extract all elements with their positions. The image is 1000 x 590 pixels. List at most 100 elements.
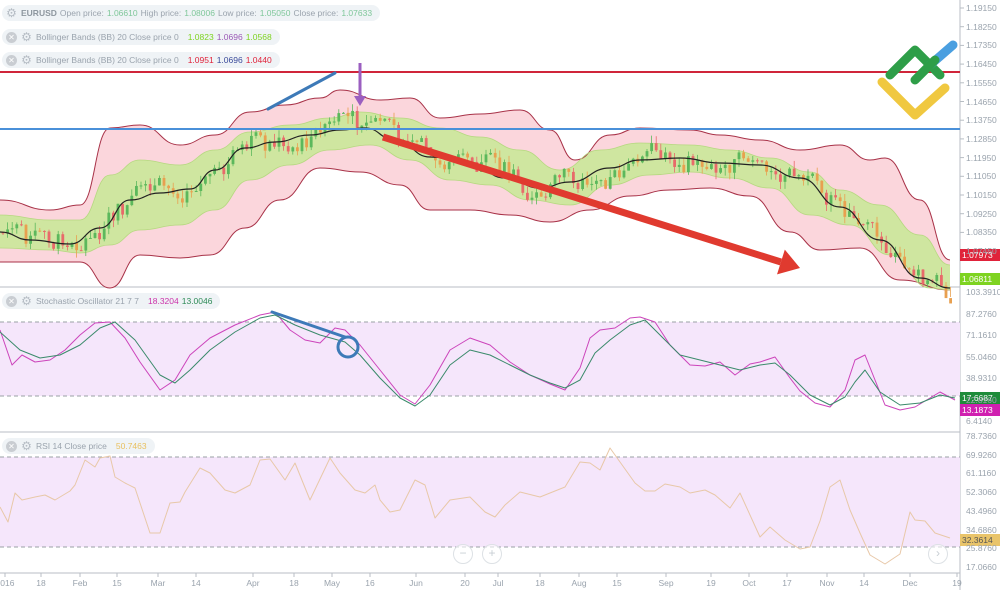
stoch-axis-label: 22.8160 (966, 394, 997, 405)
candle-body (912, 269, 916, 276)
candle-body (714, 164, 718, 173)
rsi-zone (0, 457, 960, 547)
price-axis-label: 1.11950 (966, 152, 997, 163)
zoom-out-button[interactable]: − (453, 544, 473, 564)
bb1-name: Bollinger Bands (BB) 20 Close price 0 (36, 32, 179, 42)
gear-icon[interactable]: ⚙ (21, 53, 32, 67)
candle-body (516, 169, 520, 179)
candle-body (10, 228, 14, 230)
candle-body (231, 150, 235, 165)
low-label: Low price: (217, 8, 257, 18)
x-axis-label: Apr (246, 578, 260, 588)
candle-body (314, 128, 318, 137)
rsi-axis-label: 61.1160 (966, 468, 997, 479)
candle-body (328, 121, 331, 125)
candle-body (935, 275, 939, 281)
bb1-middle: 1.0696 (216, 32, 243, 42)
price-axis-label: 1.10150 (966, 190, 997, 200)
candle-body (562, 168, 566, 178)
candle-body (585, 178, 589, 185)
candle-body (20, 224, 23, 226)
candle-body (484, 154, 488, 163)
x-axis-label: 2016 (0, 578, 15, 588)
candle-body (719, 168, 722, 173)
candle-body (746, 158, 750, 162)
stochastic-legend: ✕ ⚙ Stochastic Oscillator 21 7 7 18.3204… (2, 293, 221, 309)
bb1-lower: 1.0568 (245, 32, 272, 42)
bb2-lower: 1.0440 (245, 55, 272, 65)
close-icon[interactable]: ✕ (6, 440, 17, 452)
candle-body (6, 229, 9, 234)
candle-body (461, 153, 465, 155)
candle-body (673, 159, 676, 167)
x-axis-label: 19 (952, 578, 962, 588)
candle-body (917, 269, 920, 276)
candle-body (300, 138, 304, 152)
stochastic-name: Stochastic Oscillator 21 7 7 (36, 296, 139, 306)
candle-body (608, 177, 612, 189)
candle-body (309, 136, 313, 148)
close-icon[interactable]: ✕ (6, 54, 17, 66)
stoch-d-line (0, 314, 956, 407)
candle-body (861, 224, 865, 226)
trendline (266, 71, 337, 111)
candle-body (369, 121, 373, 123)
scroll-right-button[interactable]: › (928, 544, 948, 564)
candle-body (567, 168, 571, 172)
candle-body (737, 152, 741, 160)
candle-body (61, 234, 65, 246)
candle-body (378, 117, 382, 121)
candle-body (79, 250, 83, 252)
rsi-line (0, 447, 951, 565)
bb2-name: Bollinger Bands (BB) 20 Close price 0 (36, 55, 179, 65)
stoch-axis-label: 38.9310 (966, 373, 997, 383)
candle-body (498, 157, 502, 172)
candle-body (627, 163, 630, 171)
close-icon[interactable]: ✕ (6, 295, 17, 307)
close-icon[interactable]: ✕ (6, 31, 17, 43)
x-axis-label: Aug (571, 578, 587, 588)
candle-body (769, 171, 773, 173)
gear-icon[interactable]: ⚙ (21, 30, 32, 44)
candle-body (503, 162, 506, 172)
candle-body (332, 121, 336, 123)
candle-body (530, 197, 534, 200)
candle-body (342, 112, 345, 114)
candle-body (825, 192, 828, 205)
candle-body (374, 117, 377, 122)
candle-body (424, 138, 428, 148)
candle-body (194, 191, 198, 193)
candle-body (507, 162, 511, 176)
candle-body (167, 185, 170, 189)
candle-body (815, 173, 819, 181)
bb-upper-line (0, 89, 951, 261)
candle-body (544, 196, 548, 198)
rsi-axis-label: 52.3060 (966, 487, 997, 498)
candle-body (1, 232, 5, 234)
candle-body (558, 175, 561, 178)
candle-body (125, 205, 129, 215)
bb-middle-line (0, 127, 951, 289)
price-axis-label: 1.19150 (966, 3, 997, 13)
candle-body (760, 160, 764, 162)
candle-body (43, 230, 46, 232)
candle-body (148, 184, 152, 191)
candle-body (659, 150, 663, 159)
candle-body (710, 164, 713, 169)
x-axis-label: 17 (782, 578, 792, 588)
x-axis-label: Jul (492, 578, 504, 588)
price-axis-label: 1.14650 (966, 96, 997, 107)
stoch-k-line (0, 311, 956, 411)
gear-icon[interactable]: ⚙ (21, 439, 32, 453)
gear-icon[interactable]: ⚙ (21, 294, 32, 308)
candle-body (470, 157, 474, 162)
bb1-upper: 1.0823 (187, 32, 214, 42)
zoom-in-button[interactable]: + (482, 544, 502, 564)
candle-body (217, 167, 221, 169)
gear-icon[interactable]: ⚙ (6, 6, 17, 20)
stoch-axis-label: 71.1610 (966, 330, 997, 340)
logo-yellow (877, 77, 950, 120)
ohlc-legend: ⚙ EURUSD Open price: 1.06610 High price:… (2, 5, 381, 21)
candle-body (282, 137, 285, 147)
